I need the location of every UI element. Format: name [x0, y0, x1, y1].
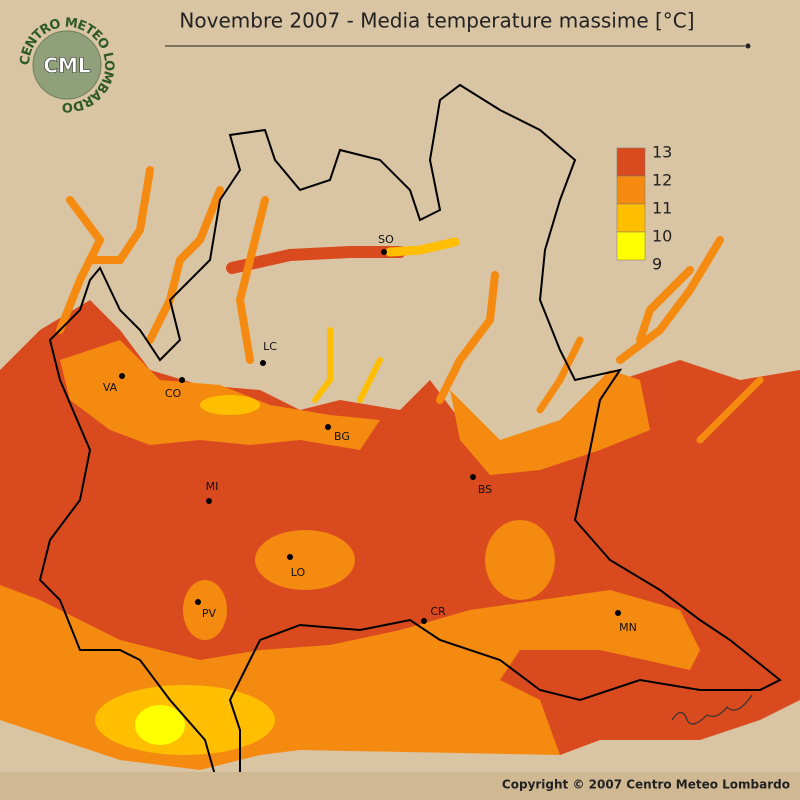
legend: 13 12 11 10 9 — [616, 143, 672, 274]
zone-12 — [183, 580, 227, 640]
valley — [56, 196, 105, 334]
map-title: Novembre 2007 - Media temperature massim… — [179, 9, 694, 33]
city-dot — [206, 498, 212, 504]
signature — [671, 694, 753, 725]
logo-disc — [32, 30, 102, 100]
city-dot — [421, 618, 427, 624]
zone-12 — [450, 370, 650, 475]
zone-12 — [255, 530, 355, 590]
city-label: CR — [430, 605, 446, 618]
city-label: SO — [378, 233, 394, 246]
legend-swatch — [616, 147, 646, 177]
city-label: VA — [103, 381, 118, 394]
title-rule-dot — [745, 43, 751, 49]
zone-10 — [135, 705, 185, 745]
logo-abbr: CML — [43, 54, 91, 78]
zone-12 — [60, 340, 380, 450]
legend-label: 12 — [652, 171, 672, 190]
valley — [146, 186, 224, 344]
valley — [616, 236, 724, 364]
zone-11 — [200, 395, 260, 415]
valley — [86, 166, 154, 264]
copyright: Copyright © 2007 Centro Meteo Lombardo — [502, 778, 790, 792]
city-dot — [381, 249, 387, 255]
cities: SO LC VA CO BG MI BS LO PV CR MN — [103, 233, 637, 634]
city-dot — [260, 360, 266, 366]
valley — [536, 336, 584, 414]
city-dot — [470, 474, 476, 480]
city-label: MN — [619, 621, 637, 634]
city-dot — [179, 377, 185, 383]
valleys — [56, 166, 764, 444]
footer-bar — [0, 772, 800, 800]
legend-label: 10 — [652, 227, 672, 246]
city-label: LC — [263, 340, 277, 353]
city-dot — [287, 554, 293, 560]
city-label: BG — [334, 430, 350, 443]
zone-11 — [95, 685, 275, 755]
valley — [436, 271, 499, 404]
city-dot — [195, 599, 201, 605]
legend-swatch — [616, 175, 646, 205]
region-border — [38, 83, 782, 782]
city-dot — [119, 373, 125, 379]
legend-label: 9 — [652, 255, 662, 274]
valley — [312, 327, 333, 403]
legend-swatch — [616, 203, 646, 233]
city-label: LO — [291, 566, 306, 579]
legend-swatch — [616, 231, 646, 261]
city-dot — [615, 610, 621, 616]
city-label: PV — [202, 607, 217, 620]
valley — [235, 196, 269, 364]
valley — [385, 237, 460, 257]
zone-12 — [485, 520, 555, 600]
city-dot — [325, 424, 331, 430]
city-label: CO — [165, 387, 182, 400]
valley — [357, 357, 383, 403]
valley — [696, 376, 764, 444]
valley — [226, 246, 406, 274]
legend-label: 13 — [652, 143, 672, 162]
valley — [636, 266, 694, 344]
city-label: MI — [206, 480, 219, 493]
legend-label: 11 — [652, 199, 672, 218]
city-label: BS — [478, 483, 492, 496]
